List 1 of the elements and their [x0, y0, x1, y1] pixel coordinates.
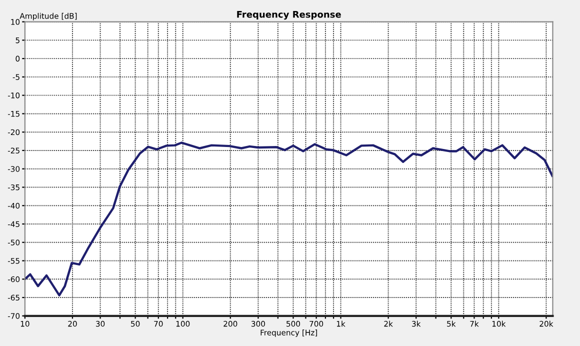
- chart-title: Frequency Response: [237, 11, 341, 20]
